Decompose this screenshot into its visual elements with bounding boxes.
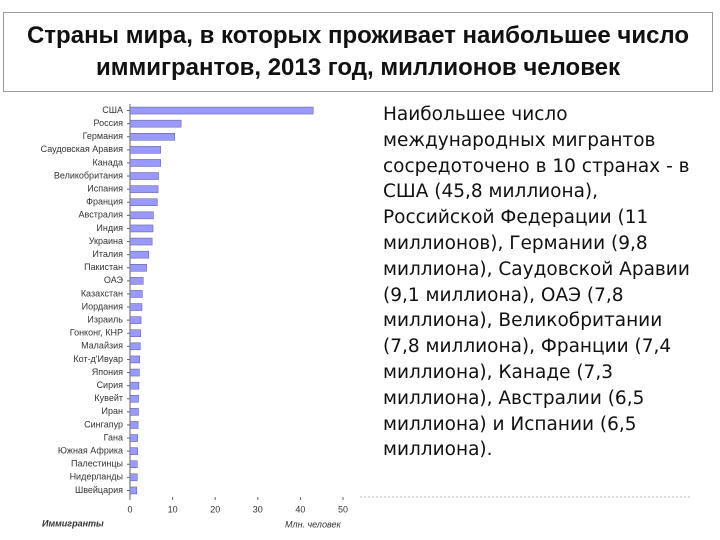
bar: [129, 224, 154, 233]
x-tick-label: 40: [295, 504, 305, 514]
y-tick-label: Саудовская Аравия: [41, 144, 123, 154]
x-tick-label: 50: [338, 504, 348, 514]
bar: [129, 303, 143, 311]
y-tick-label: Палестинцы: [71, 459, 123, 469]
bar: [129, 342, 141, 351]
bar: [129, 381, 140, 390]
x-tick-label: 20: [210, 504, 220, 514]
bar: [129, 211, 154, 220]
bar: [129, 355, 141, 364]
y-tick-label: Россия: [93, 118, 123, 128]
y-tick-label: Израиль: [87, 315, 123, 325]
bar: [129, 434, 138, 442]
bar: [129, 106, 314, 115]
x-axis-label: Млн. человек: [285, 519, 341, 529]
y-tick-label: Гана: [104, 432, 123, 442]
bar: [129, 172, 159, 180]
bar: [129, 447, 138, 455]
bar: [129, 198, 158, 206]
bar: [129, 368, 140, 377]
y-tick-label: Иран: [102, 406, 123, 416]
y-tick-label: Франция: [86, 197, 123, 207]
y-tick-label: Малайзия: [81, 341, 123, 351]
y-tick-label: Швейцария: [75, 485, 123, 495]
bar: [129, 146, 161, 154]
y-tick-label: Великобритания: [54, 170, 123, 180]
bar: [129, 250, 149, 259]
y-tick-label: ОАЭ: [104, 275, 124, 285]
bar: [129, 473, 138, 482]
bar: [129, 395, 139, 403]
bar: [129, 133, 175, 141]
y-tick-label: Казахстан: [81, 288, 123, 298]
y-tick-label: Кувейт: [94, 393, 123, 403]
bar: [129, 460, 138, 468]
y-tick-label: США: [102, 105, 123, 115]
bar: [129, 237, 153, 246]
note-text: Наибольшее число международных мигрантов…: [383, 104, 690, 461]
y-axis-label: Иммигранты: [42, 518, 104, 528]
x-tick-label: 10: [168, 504, 178, 514]
bar: [129, 264, 147, 272]
y-tick-label: Южная Африка: [58, 446, 123, 456]
y-tick-label: Гонконг, КНР: [70, 328, 123, 338]
y-tick-label: Сирия: [97, 380, 124, 390]
bar: [129, 159, 161, 167]
y-tick-label: Индия: [96, 223, 123, 233]
bar: [129, 421, 139, 429]
bar: [129, 486, 138, 495]
bar: [129, 119, 182, 128]
bar: [129, 316, 142, 324]
y-tick-label: Канада: [93, 157, 123, 167]
y-tick-label: Иордания: [82, 301, 124, 311]
y-tick-label: Испания: [87, 184, 123, 194]
y-tick-label: Кот-д'Ивуар: [73, 354, 123, 364]
bar: [129, 329, 141, 337]
bar: [129, 290, 143, 298]
bar: [129, 185, 159, 193]
y-tick-label: Италия: [92, 249, 123, 259]
y-tick-label: Сингапур: [84, 419, 123, 429]
x-tick-label: 30: [253, 504, 263, 514]
y-tick-label: Украина: [89, 236, 123, 246]
bar: [129, 408, 139, 416]
y-tick-label: Австралия: [79, 210, 124, 220]
y-tick-label: Нидерланды: [70, 472, 123, 482]
title: Страны мира, в которых проживает наиболь…: [3, 12, 713, 92]
bar: [129, 277, 144, 285]
y-tick-label: Пакистан: [84, 262, 123, 272]
y-tick-label: Германия: [83, 131, 123, 141]
y-tick-label: Япония: [92, 367, 123, 377]
x-tick-label: 0: [127, 504, 132, 514]
